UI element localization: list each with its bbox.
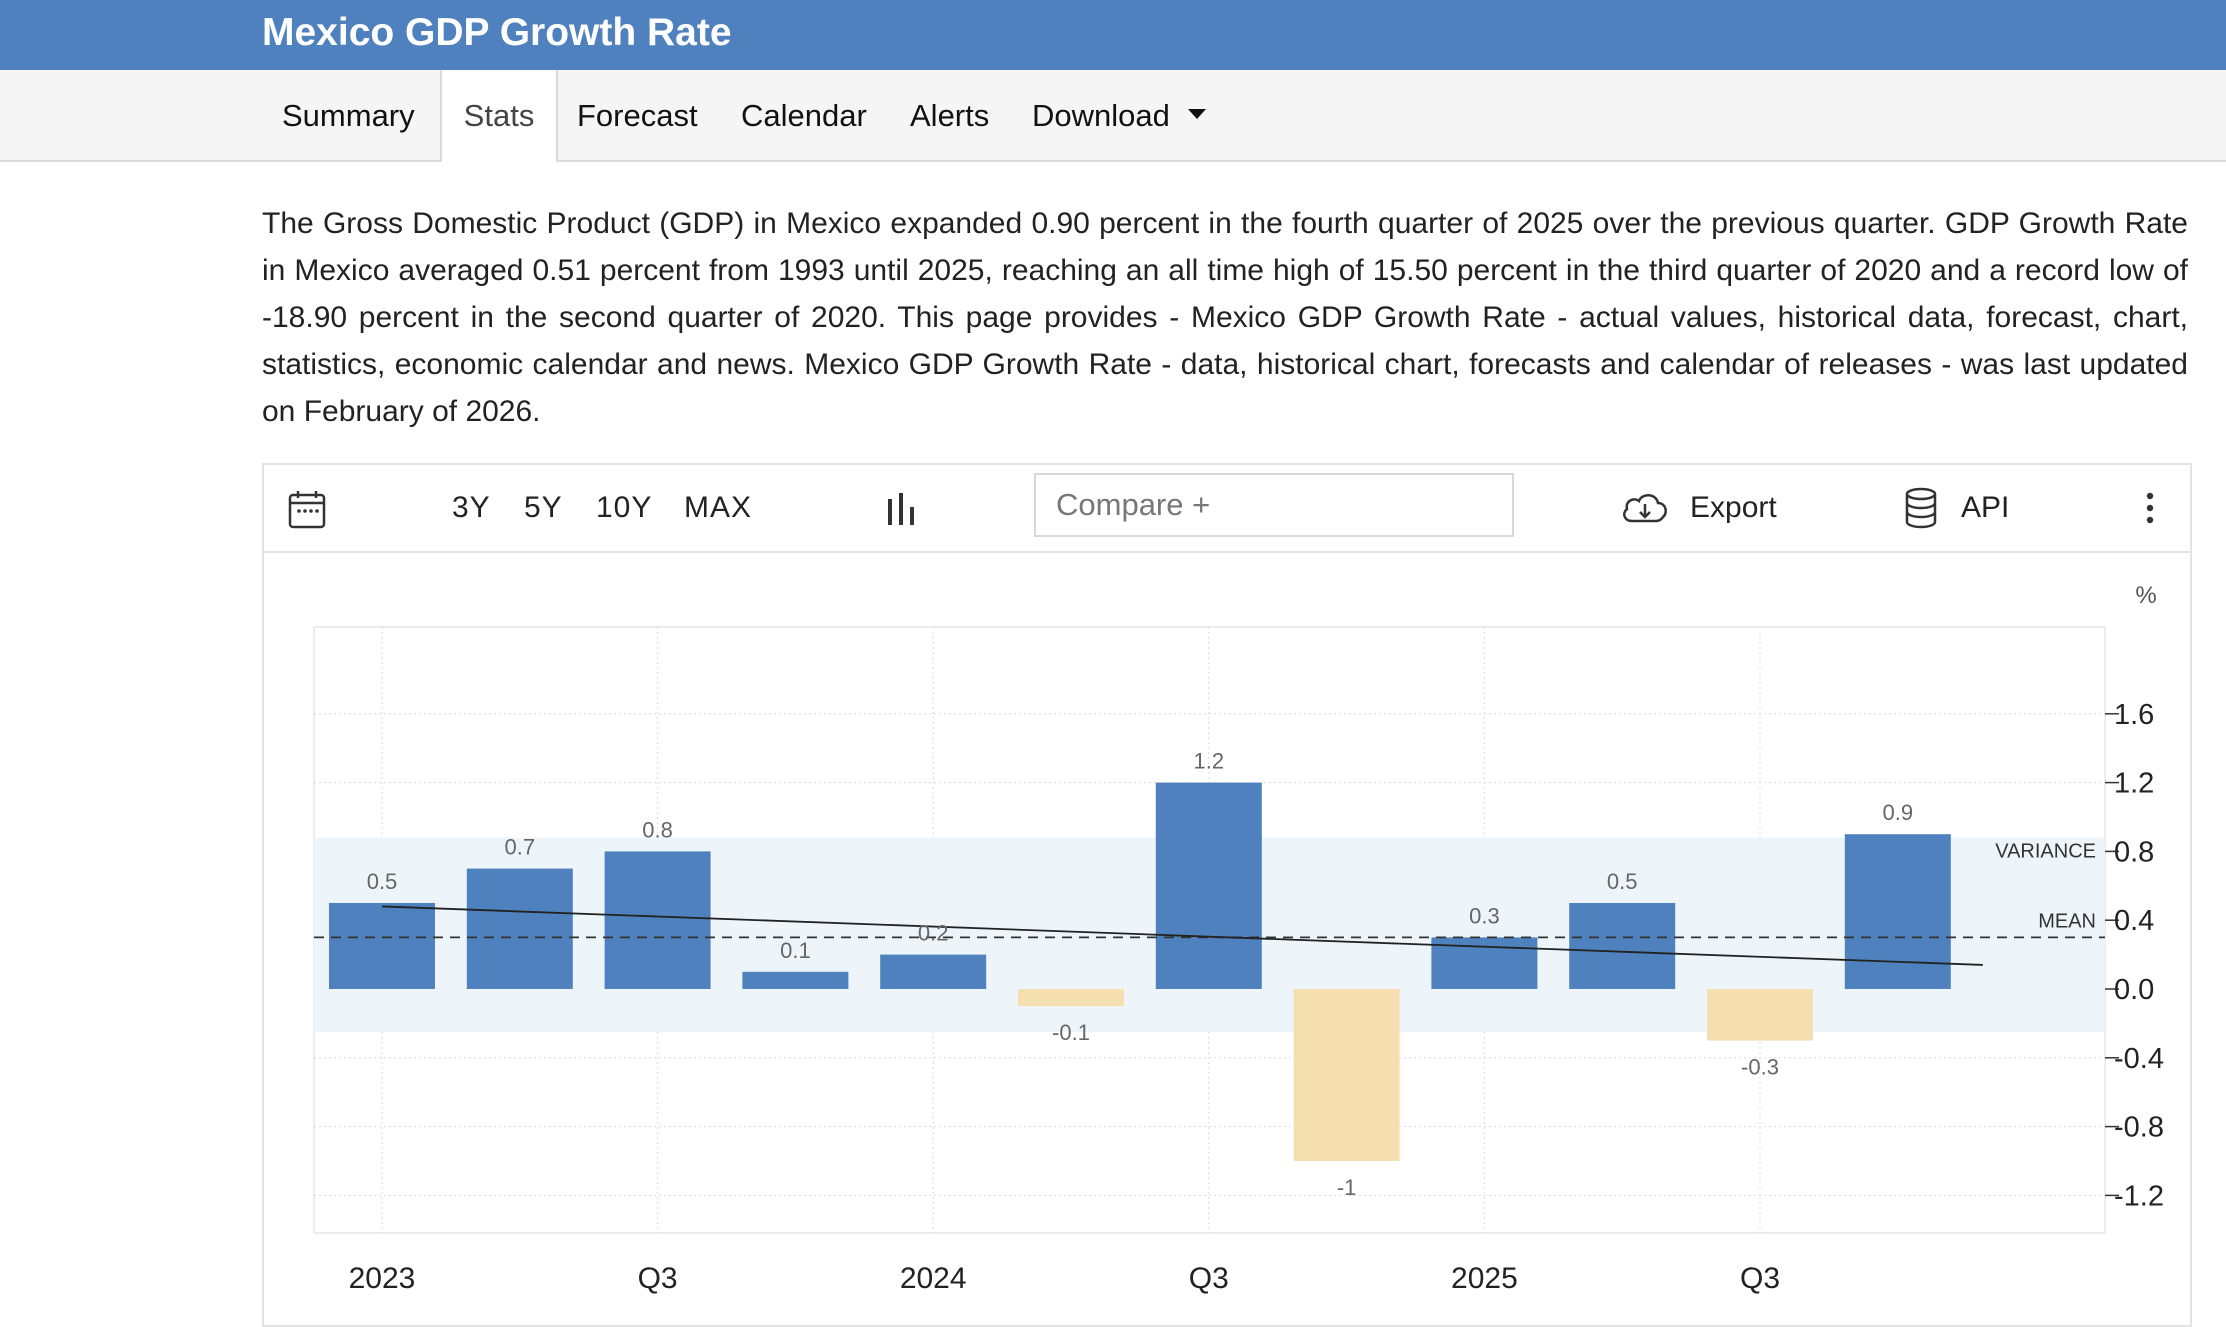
page-description: The Gross Domestic Product (GDP) in Mexi…	[262, 207, 2188, 428]
bar	[880, 954, 987, 989]
tab-nav: Summary Stats Forecast Calendar Alerts D…	[0, 70, 2226, 162]
mean-label: MEAN	[2038, 910, 2096, 932]
tab-forecast[interactable]: Forecast	[577, 98, 698, 133]
data-label: 0.2	[918, 921, 949, 946]
data-label: -0.1	[1052, 1020, 1090, 1045]
x-tick-label: 2024	[900, 1262, 967, 1295]
bar	[1293, 989, 1400, 1161]
gdp-chart: % VARIANCE MEAN 0.5 0.7 0.8 0.1 0.2 -0.1 1.2 -1…	[313, 582, 2164, 1295]
chart-panel: 3Y 5Y 10Y MAX Export	[262, 463, 2192, 1327]
bar	[1155, 782, 1262, 989]
tab-stats[interactable]: Stats	[440, 70, 558, 162]
tab-summary[interactable]: Summary	[282, 98, 415, 133]
data-label: 0.3	[1469, 903, 1500, 928]
bar	[742, 971, 849, 989]
export-button[interactable]: Export	[1690, 491, 1777, 524]
data-label: 1.2	[1194, 749, 1225, 774]
x-tick-label: Q3	[1740, 1262, 1780, 1295]
bar	[1018, 989, 1124, 1007]
trend-line	[381, 905, 1983, 966]
bar	[604, 851, 711, 989]
data-label: 0.5	[1607, 869, 1638, 894]
compare-input[interactable]	[1034, 473, 1514, 537]
range-max[interactable]: MAX	[684, 491, 753, 524]
y-tick-label: 0.4	[2114, 905, 2154, 937]
data-label: 0.9	[1883, 800, 1914, 825]
line-layer: MEAN	[314, 905, 2105, 966]
bar	[466, 868, 573, 989]
y-tick-label: 1.6	[2114, 699, 2154, 731]
x-tick-label: Q3	[1189, 1262, 1229, 1295]
data-label: 0.8	[642, 817, 673, 842]
label-layer: 0.5 0.7 0.8 0.1 0.2 -0.1 1.2 -1 0.3 0.5 -0.3 0.9	[367, 749, 1913, 1200]
unit-label: %	[2135, 582, 2156, 609]
y-tick-label: 0.0	[2114, 974, 2154, 1006]
database-icon[interactable]	[1904, 487, 1938, 531]
cloud-download-icon[interactable]	[1620, 491, 1670, 527]
x-tick-label: 2025	[1451, 1262, 1518, 1295]
y-tick-label: 0.8	[2114, 836, 2154, 868]
calendar-icon[interactable]	[288, 489, 326, 529]
range-10y[interactable]: 10Y	[596, 491, 653, 524]
page-title: Mexico GDP Growth Rate	[262, 11, 732, 54]
tab-alerts[interactable]: Alerts	[910, 98, 990, 133]
tab-download-label: Download	[1032, 98, 1170, 133]
chevron-down-icon	[1187, 108, 1206, 119]
bar-layer	[329, 782, 1951, 1161]
chart-toolbar: 3Y 5Y 10Y MAX Export	[264, 465, 2190, 553]
bar-chart-icon[interactable]	[886, 491, 916, 527]
api-button[interactable]: API	[1961, 491, 2010, 524]
bar	[1844, 834, 1951, 989]
range-5y[interactable]: 5Y	[524, 491, 563, 524]
tab-download[interactable]: Download	[1032, 70, 1206, 162]
axis-layer: 1.6 1.2 0.8 0.4 0.0 -0.4 -0.8 -1.2 2023 Q3 2024 Q3 2…	[349, 699, 2164, 1295]
range-3y[interactable]: 3Y	[452, 491, 491, 524]
header-bar: Mexico GDP Growth Rate	[0, 0, 2226, 70]
tab-calendar[interactable]: Calendar	[741, 98, 867, 133]
bar	[1707, 989, 1813, 1041]
more-vertical-icon[interactable]	[2144, 491, 2156, 527]
variance-label: VARIANCE	[1995, 841, 2096, 863]
bar	[329, 903, 435, 989]
y-tick-label: -1.2	[2114, 1180, 2164, 1212]
data-label: -1	[1337, 1175, 1357, 1200]
data-label: -0.3	[1741, 1055, 1779, 1080]
bar	[1569, 903, 1676, 989]
data-label: 0.5	[367, 869, 398, 894]
x-tick-label: 2023	[349, 1262, 416, 1295]
data-label: 0.1	[780, 938, 811, 963]
y-tick-label: -0.8	[2114, 1112, 2164, 1144]
x-tick-label: Q3	[638, 1262, 678, 1295]
data-label: 0.7	[505, 835, 536, 860]
y-tick-label: -0.4	[2114, 1043, 2164, 1075]
y-tick-label: 1.2	[2114, 768, 2154, 800]
